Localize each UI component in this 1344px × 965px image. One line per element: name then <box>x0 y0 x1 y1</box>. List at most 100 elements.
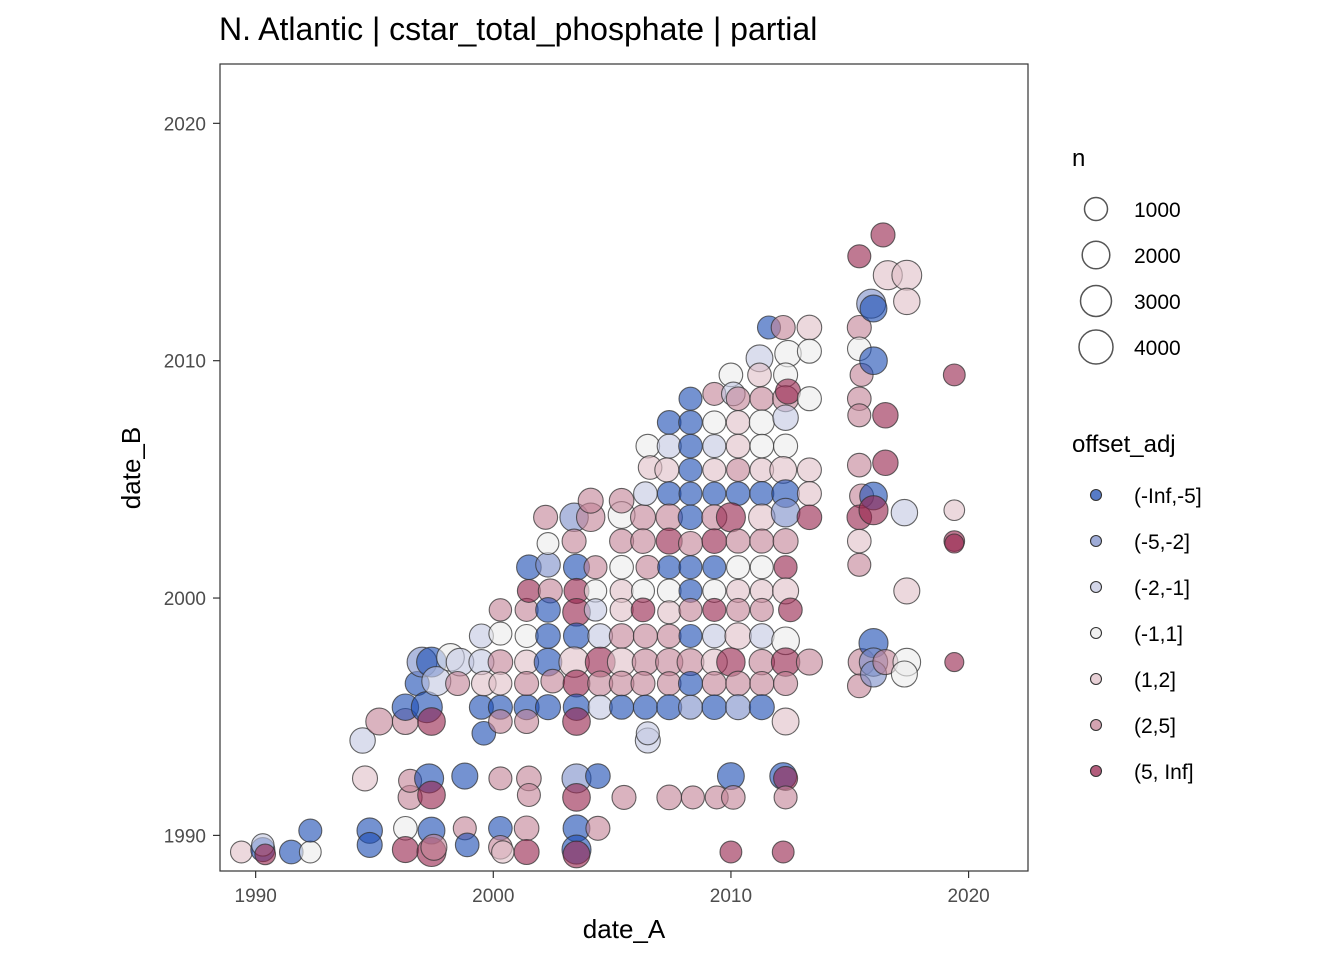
data-point <box>725 528 751 554</box>
color-legend-title: offset_adj <box>1072 431 1176 458</box>
data-point <box>749 555 774 580</box>
data-point <box>356 831 383 858</box>
data-point <box>795 648 823 676</box>
data-point <box>677 530 704 557</box>
data-point <box>635 721 660 746</box>
data-point <box>796 457 822 483</box>
color-legend-key <box>1089 718 1103 732</box>
data-point <box>678 410 703 435</box>
color-legend-label: (-5,-2] <box>1134 531 1190 554</box>
data-point <box>635 433 661 459</box>
data-point <box>562 707 591 736</box>
x-tick-label: 2020 <box>947 886 989 907</box>
data-point <box>677 670 704 697</box>
data-point <box>725 386 751 412</box>
data-point <box>365 707 394 736</box>
data-point <box>678 457 703 482</box>
y-axis-label: date_B <box>116 427 146 509</box>
data-point <box>562 840 591 869</box>
data-point <box>846 452 872 478</box>
color-legend-label: (5, Inf] <box>1134 761 1194 784</box>
data-point <box>749 597 774 622</box>
size-legend-key <box>1079 284 1113 318</box>
color-legend-key <box>1089 488 1103 502</box>
data-point <box>725 481 751 506</box>
data-point <box>536 532 560 555</box>
data-point <box>773 785 798 810</box>
data-point <box>609 694 635 720</box>
color-legend-key <box>1089 672 1103 686</box>
data-point <box>678 597 703 622</box>
data-point <box>726 597 751 622</box>
data-point <box>417 780 446 810</box>
data-point <box>678 386 703 411</box>
data-point <box>513 838 540 866</box>
data-point <box>678 433 703 459</box>
color-legend-key <box>1089 764 1103 778</box>
data-point <box>796 314 823 341</box>
data-point <box>719 840 743 864</box>
data-point <box>701 528 728 554</box>
size-legend-key <box>1081 240 1111 270</box>
data-point <box>516 782 541 808</box>
y-tick-label: 2010 <box>164 352 206 373</box>
color-legend-label: (-1,1] <box>1134 623 1183 646</box>
data-point <box>656 671 682 696</box>
data-point <box>796 338 822 364</box>
data-point <box>702 597 727 622</box>
size-legend-title: n <box>1072 145 1085 172</box>
data-point <box>680 785 705 810</box>
x-tick-label: 1990 <box>235 886 277 907</box>
data-point <box>656 481 682 506</box>
data-point <box>656 410 682 435</box>
data-point <box>609 554 634 580</box>
data-point <box>630 528 656 554</box>
data-point <box>488 671 513 696</box>
data-point <box>298 840 322 864</box>
size-legend-label: 3000 <box>1134 291 1181 314</box>
data-point <box>254 843 277 866</box>
color-legend-key <box>1089 534 1103 548</box>
data-point <box>702 410 727 435</box>
data-point <box>488 766 513 791</box>
data-point <box>583 555 608 580</box>
data-point <box>944 652 965 673</box>
data-point <box>774 378 802 405</box>
x-tick-label: 2000 <box>472 886 514 907</box>
data-point <box>629 504 657 531</box>
data-point <box>749 386 775 412</box>
size-legend-label: 2000 <box>1134 245 1181 268</box>
data-point <box>535 597 561 623</box>
data-point <box>943 499 966 522</box>
data-point <box>635 554 661 580</box>
data-point <box>725 694 752 721</box>
data-point <box>608 670 635 697</box>
data-point <box>487 649 514 675</box>
data-point <box>893 287 921 316</box>
data-point <box>513 815 540 842</box>
data-point <box>516 578 541 603</box>
data-point <box>577 487 604 514</box>
data-point <box>677 694 704 720</box>
data-point <box>630 597 656 623</box>
data-point <box>678 555 703 580</box>
data-point <box>870 222 896 248</box>
data-point <box>533 504 559 530</box>
data-point <box>632 623 658 649</box>
data-point <box>561 528 587 554</box>
data-point <box>773 555 798 580</box>
data-point <box>633 481 658 506</box>
data-point <box>749 528 775 554</box>
data-point <box>847 244 872 269</box>
data-point <box>749 481 775 507</box>
data-point <box>701 623 727 649</box>
data-point <box>454 832 480 858</box>
data-point <box>391 836 419 864</box>
data-point <box>654 457 680 483</box>
plot-panel <box>219 63 1029 872</box>
data-point <box>715 502 746 533</box>
x-tick-label: 2010 <box>710 886 752 907</box>
data-point <box>772 404 799 431</box>
